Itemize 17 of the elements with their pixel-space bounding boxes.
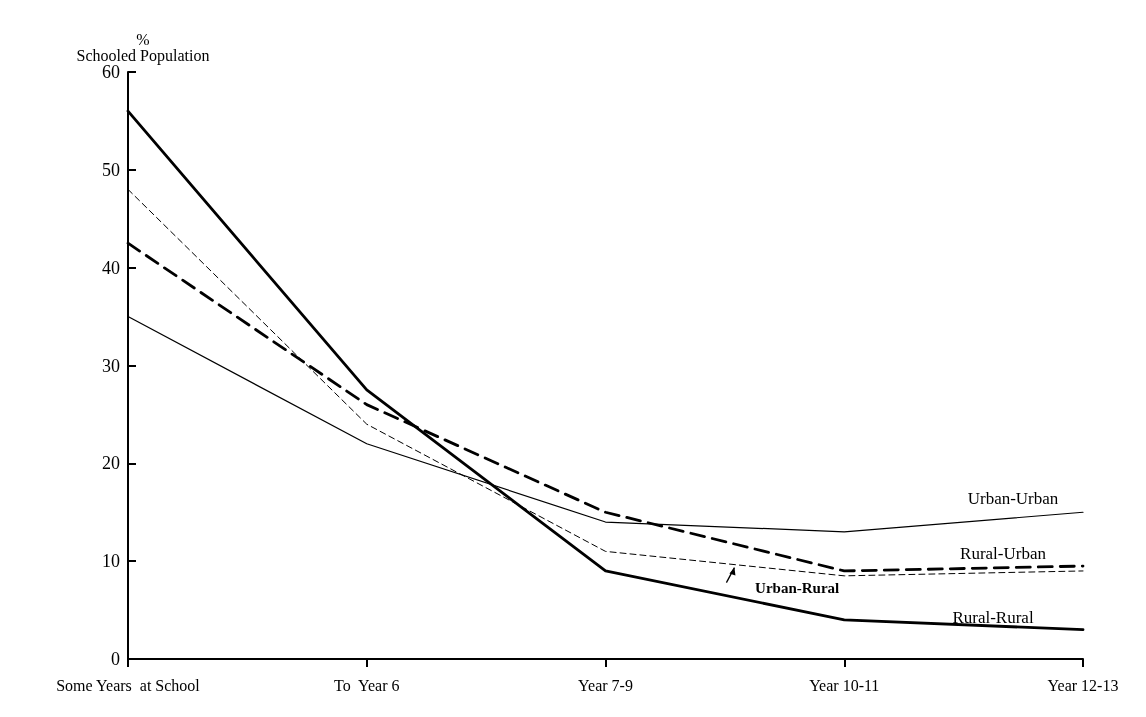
y-tick-label: 60 bbox=[102, 62, 120, 82]
series-label: Urban-Rural bbox=[755, 579, 840, 596]
x-tick-label: Some Years at School bbox=[56, 676, 201, 694]
y-tick-label: 30 bbox=[102, 355, 120, 376]
y-tick-label: 40 bbox=[102, 257, 120, 278]
x-tick-label: To Year 6 bbox=[333, 676, 400, 694]
series-label: Rural-Rural bbox=[952, 607, 1034, 627]
x-tick-label: Year 12-13 bbox=[1047, 676, 1119, 694]
y-tick-label: 20 bbox=[102, 453, 120, 474]
series-label: Urban-Urban bbox=[967, 489, 1059, 509]
x-tick-label: Year 10-11 bbox=[809, 676, 880, 694]
x-tick-label: Year 7-9 bbox=[578, 676, 633, 694]
series-label: Rural-Urban bbox=[960, 544, 1047, 564]
y-tick-label: 0 bbox=[111, 649, 120, 669]
y-tick-label: 50 bbox=[102, 159, 120, 180]
y-axis-title: % Schooled Population bbox=[76, 30, 210, 65]
y-tick-label: 10 bbox=[102, 551, 120, 572]
